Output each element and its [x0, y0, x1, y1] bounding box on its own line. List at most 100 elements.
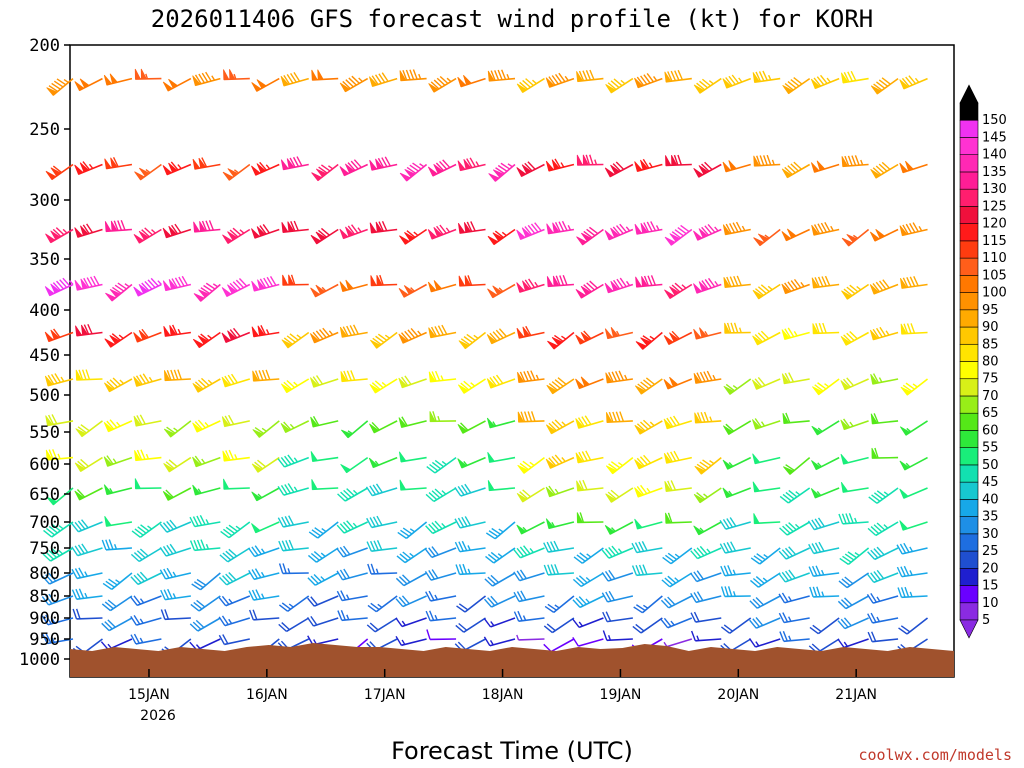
- wind-barb: [457, 420, 486, 434]
- wind-barb: [159, 519, 192, 533]
- wind-barb: [753, 228, 781, 247]
- y-tick-label: 200: [29, 36, 60, 56]
- wind-barb: [899, 276, 928, 289]
- wind-barb: [753, 154, 781, 167]
- chart-title: 2026011406 GFS forecast wind profile (kt…: [151, 5, 873, 33]
- wind-barb: [366, 515, 398, 529]
- wind-barb: [543, 617, 575, 634]
- wind-barb: [103, 419, 133, 433]
- wind-barb: [424, 569, 457, 581]
- wind-barb: [428, 324, 457, 339]
- wind-barb: [778, 546, 811, 560]
- terrain-surface: [70, 643, 954, 677]
- wind-barb: [251, 324, 280, 338]
- y-tick-label: 500: [29, 386, 60, 406]
- wind-barb: [866, 569, 899, 584]
- wind-barb: [605, 487, 634, 503]
- wind-barb: [631, 541, 663, 554]
- wind-barb: [837, 638, 869, 649]
- wind-barb: [251, 487, 280, 502]
- wind-barb: [222, 449, 250, 462]
- wind-barb: [778, 612, 810, 624]
- wind-barb: [162, 223, 192, 239]
- wind-barb: [42, 547, 74, 562]
- wind-barb: [369, 156, 398, 171]
- wind-barb: [487, 228, 516, 246]
- wind-barb: [900, 378, 929, 396]
- wind-barb: [516, 325, 545, 339]
- wind-barb: [604, 327, 634, 340]
- wind-barb: [311, 69, 339, 81]
- wind-barb: [163, 324, 191, 337]
- wind-barb: [663, 450, 692, 464]
- wind-barb: [310, 451, 339, 463]
- wind-barb: [131, 521, 162, 538]
- wind-barb: [370, 274, 398, 287]
- wind-barb: [576, 226, 604, 246]
- wind-barb: [779, 487, 811, 504]
- wind-barb: [160, 588, 191, 601]
- wind-barb: [457, 378, 486, 394]
- wind-barb: [428, 75, 457, 93]
- wind-barb: [339, 324, 368, 338]
- wind-barb: [807, 517, 840, 531]
- wind-barb: [336, 568, 368, 581]
- wind-barb: [661, 572, 693, 588]
- wind-barb: [719, 517, 751, 530]
- wind-barb: [104, 515, 133, 527]
- time-axis: 15JAN 16JAN 17JAN 18JAN 19JAN 20JAN 21JAN: [128, 669, 877, 703]
- wind-barb: [811, 456, 840, 471]
- wind-barb: [722, 420, 752, 435]
- wind-barb: [130, 547, 162, 563]
- wind-barb: [221, 327, 251, 343]
- wind-barb: [572, 595, 604, 609]
- wind-barb: [604, 223, 634, 241]
- wind-barb: [43, 521, 74, 538]
- wind-barb: [398, 283, 427, 298]
- wind-barb: [399, 479, 427, 491]
- wind-barb: [870, 161, 899, 179]
- wind-barb: [664, 224, 693, 246]
- wind-barb: [634, 221, 663, 235]
- wind-barb: [516, 222, 545, 240]
- wind-barb: [398, 416, 427, 428]
- wind-barb: [722, 456, 752, 470]
- wind-barb: [277, 515, 309, 528]
- wind-barb: [103, 377, 133, 393]
- wind-barb: [75, 369, 103, 381]
- wind-barb: [572, 617, 604, 629]
- wind-barb: [223, 69, 250, 81]
- colorbar-label: 30: [982, 527, 999, 542]
- x-axis-label: Forecast Time (UTC): [391, 737, 633, 765]
- wind-barb: [808, 541, 840, 555]
- wind-barb: [44, 277, 74, 297]
- wind-barb: [282, 274, 309, 286]
- colorbar-label: 105: [982, 268, 1007, 283]
- wind-barb: [516, 487, 545, 503]
- colorbar-label: 15: [982, 579, 999, 594]
- wind-barb: [103, 73, 133, 86]
- colorbar-label: 140: [982, 148, 1007, 163]
- wind-barb: [690, 570, 722, 583]
- wind-barb: [516, 634, 545, 641]
- wind-barb: [634, 454, 663, 470]
- wind-barb: [280, 420, 310, 434]
- wind-barb: [601, 590, 634, 603]
- colorbar-label: 40: [982, 492, 999, 507]
- y-tick-label: 650: [29, 485, 60, 505]
- wind-barb: [635, 331, 663, 350]
- colorbar-segment: [959, 206, 979, 224]
- wind-barb: [840, 418, 869, 431]
- wind-barb: [341, 420, 369, 439]
- wind-barb: [605, 411, 633, 424]
- wind-barb: [634, 158, 663, 173]
- wind-barb: [513, 590, 545, 603]
- wind-barb: [576, 479, 604, 492]
- wind-barb: [517, 456, 545, 474]
- wind-barb: [720, 565, 751, 577]
- credit-text: coolwx.com/models: [858, 746, 1012, 764]
- colorbar-segment: [959, 378, 979, 397]
- wind-barb: [841, 155, 869, 168]
- colorbar-segment: [959, 447, 979, 466]
